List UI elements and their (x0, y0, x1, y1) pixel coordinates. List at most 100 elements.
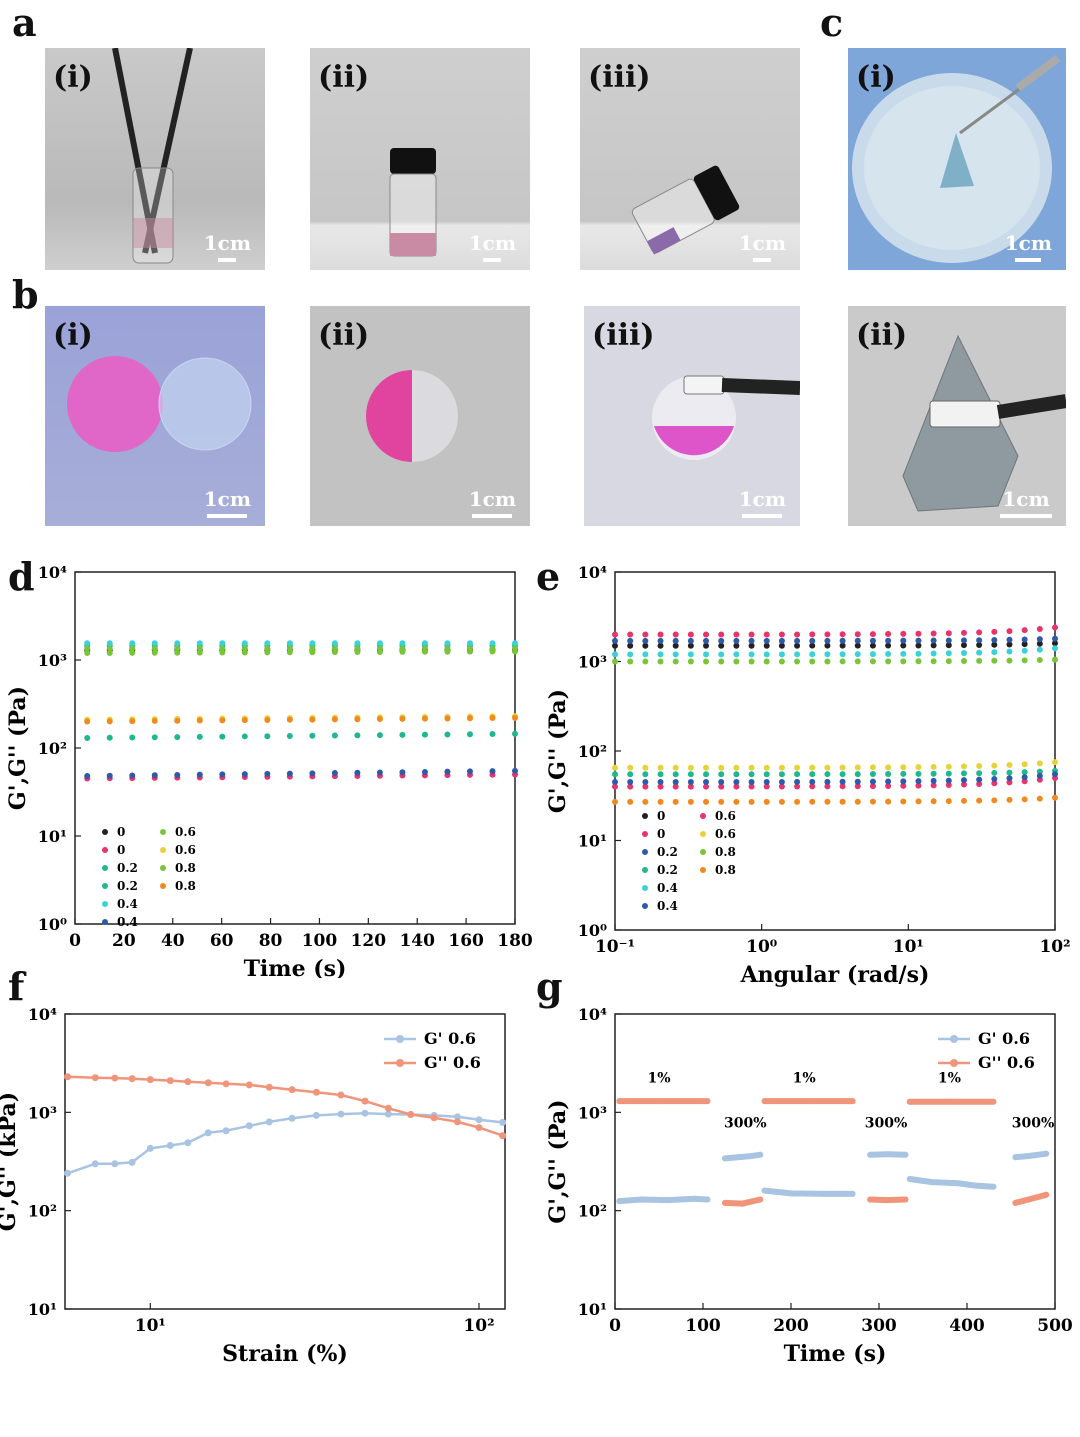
data-point (703, 798, 710, 805)
data-point (642, 658, 649, 665)
legend-label: 0.2 (117, 879, 138, 893)
data-point (704, 1196, 711, 1203)
data-point (129, 649, 136, 656)
data-point (748, 651, 755, 658)
data-point (657, 631, 664, 638)
legend-label: 0.6 (715, 827, 736, 841)
data-point (111, 1160, 119, 1168)
scale-label: 1cm (1004, 231, 1052, 255)
legend-label: 0 (117, 843, 125, 857)
data-point (407, 1111, 415, 1119)
data-point (869, 642, 876, 649)
data-point (869, 651, 876, 658)
data-point (466, 640, 473, 647)
photo-b-iii: (iii) 1cm (584, 306, 800, 526)
data-point (1043, 1191, 1050, 1198)
data-point (687, 798, 694, 805)
data-point (900, 770, 907, 777)
scale-bar: 1cm (204, 487, 251, 518)
legend-label: G' 0.6 (424, 1029, 476, 1048)
data-point (778, 651, 785, 658)
legend-label: 0.6 (175, 843, 196, 857)
data-point (733, 658, 740, 665)
data-point (854, 658, 861, 665)
data-point (945, 798, 952, 805)
data-point (900, 637, 907, 644)
data-point (627, 637, 634, 644)
photo-tag: (ii) (856, 318, 908, 353)
annotation-label: 1% (938, 1071, 961, 1087)
data-point (809, 778, 816, 785)
panel-letter-d: d (8, 554, 35, 599)
legend-label: 0.2 (117, 861, 138, 875)
data-point (794, 631, 801, 638)
data-point (399, 731, 406, 738)
data-point (854, 798, 861, 805)
data-point (1052, 645, 1058, 652)
data-point (824, 778, 831, 785)
data-point (1036, 795, 1043, 802)
data-point (309, 716, 316, 723)
data-point (129, 718, 136, 725)
data-point (91, 1074, 99, 1082)
data-point (672, 779, 679, 786)
data-point (219, 717, 226, 724)
scale-label: 1cm (468, 487, 516, 511)
data-point (733, 631, 740, 638)
data-point (703, 658, 710, 665)
data-point (854, 778, 861, 785)
data-point (960, 777, 967, 784)
data-point (489, 731, 496, 738)
data-point (612, 651, 618, 658)
data-point (106, 645, 113, 652)
data-point (824, 658, 831, 665)
x-tick-label: 100 (685, 1316, 721, 1336)
data-point (241, 733, 248, 740)
data-point (915, 642, 922, 649)
data-point (657, 642, 664, 649)
x-tick-label: 400 (949, 1316, 985, 1336)
legend-label: 0 (117, 825, 125, 839)
data-point (763, 778, 770, 785)
data-point (612, 779, 618, 786)
legend-marker (396, 1035, 404, 1043)
data-point (489, 640, 496, 647)
data-point (990, 1098, 997, 1105)
data-point (839, 631, 846, 638)
data-point (489, 715, 496, 722)
photo-tag: (i) (53, 318, 93, 353)
data-point (788, 1190, 794, 1197)
data-point (722, 1199, 728, 1206)
data-point (1006, 641, 1013, 648)
data-point (902, 1151, 909, 1158)
photo-c-ii: (ii) 1cm (848, 306, 1066, 526)
data-point (976, 770, 983, 777)
data-point (778, 637, 785, 644)
plot-frame (64, 1013, 506, 1310)
data-point (264, 640, 271, 647)
data-point (1012, 1199, 1019, 1206)
data-point (778, 764, 785, 771)
data-point (809, 642, 816, 649)
data-point (748, 658, 755, 665)
photo-b-ii: (ii) 1cm (310, 306, 530, 526)
data-point (900, 650, 907, 657)
data-point (1052, 656, 1058, 663)
data-point (945, 642, 952, 649)
data-point (824, 764, 831, 771)
data-point (976, 797, 983, 804)
data-point (612, 764, 618, 771)
photo-tag: (i) (53, 60, 93, 95)
data-point (286, 640, 293, 647)
data-point (196, 649, 203, 656)
legend-label: 0.4 (117, 915, 138, 929)
data-point (421, 731, 428, 738)
data-point (672, 651, 679, 658)
data-point (288, 1086, 296, 1094)
data-point (286, 649, 293, 656)
annotation-label: 1% (793, 1071, 816, 1087)
data-point (657, 771, 664, 778)
data-point (748, 764, 755, 771)
data-point (718, 631, 725, 638)
data-point (794, 637, 801, 644)
